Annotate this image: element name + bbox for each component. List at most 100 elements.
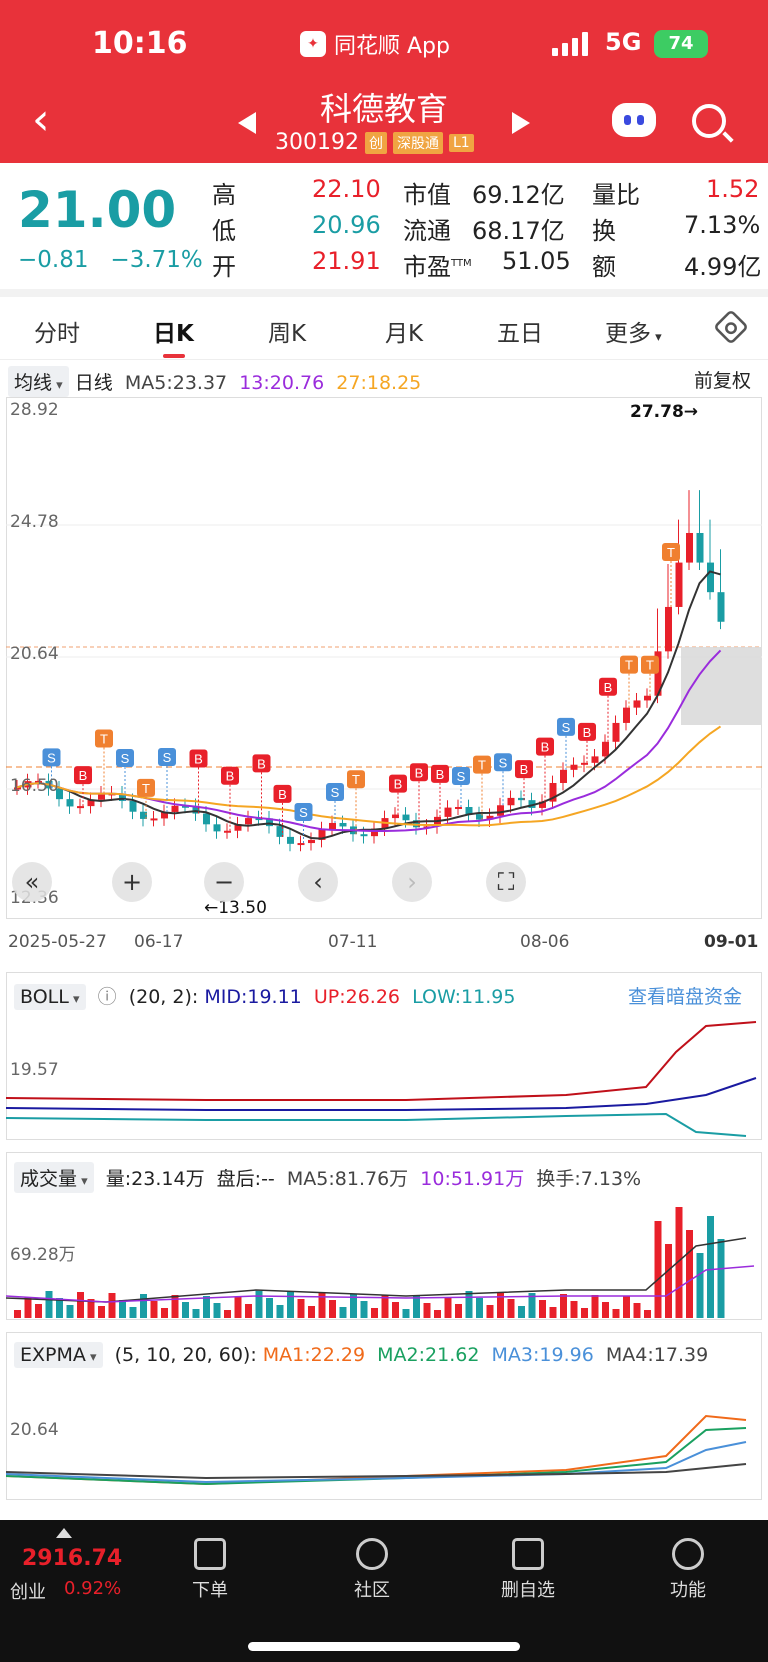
candle (140, 811, 147, 819)
candle (308, 839, 315, 844)
signal-icon (552, 30, 588, 56)
volume-bar (77, 1292, 84, 1318)
candle (192, 805, 200, 814)
signal-marker-label: T (142, 781, 150, 796)
low-label: 低 (212, 217, 236, 245)
volume-bar (14, 1310, 21, 1318)
change-pct: −3.71% (110, 247, 203, 273)
search-icon[interactable] (692, 104, 726, 138)
signal-marker (389, 774, 407, 793)
candle (549, 782, 557, 802)
settings-icon[interactable] (712, 308, 750, 346)
volume-dropdown[interactable]: 成交量 (14, 1162, 94, 1193)
index-pct: 0.92% (64, 1578, 122, 1599)
signal-marker (137, 778, 155, 797)
ma-dropdown[interactable]: 均线 (8, 366, 69, 397)
help-icon[interactable]: ⓘ (97, 986, 117, 1008)
signal-marker-label: S (562, 720, 571, 735)
signal-marker-label: B (257, 756, 266, 771)
rewind-icon[interactable]: « (12, 862, 52, 902)
assistant-robot-icon[interactable] (612, 103, 656, 137)
candle (444, 807, 452, 817)
index-value[interactable]: 2916.74 (22, 1546, 123, 1571)
float-value: 68.17亿 (472, 217, 565, 245)
next-stock-icon[interactable] (512, 112, 530, 134)
signal-marker (578, 722, 596, 741)
nav-functions[interactable]: 功能 (638, 1530, 738, 1602)
signal-marker-label: S (499, 755, 508, 770)
volume-bar (329, 1300, 336, 1318)
candle (476, 814, 483, 820)
prev-stock-icon[interactable] (238, 112, 256, 134)
boll-dropdown[interactable]: BOLL (14, 984, 86, 1010)
boll-low: LOW:11.95 (412, 986, 516, 1008)
volume-bar (633, 1303, 641, 1318)
nav-remove-watch[interactable]: 删自选 (478, 1530, 578, 1602)
volume-bar (45, 1291, 53, 1318)
signal-marker (431, 764, 449, 783)
open-value: 21.91 (312, 247, 381, 275)
home-indicator[interactable] (248, 1642, 520, 1651)
tab-intraday[interactable]: 分时 (34, 321, 80, 347)
volume-legend: 成交量 量:23.14万 盘后:-- MA5:81.76万 10:51.91万 … (14, 1162, 641, 1193)
main-legend: 均线 日线 MA5:23.37 13:20.76 27:18.25 (8, 366, 421, 397)
period-tabs: 分时 日K 周K 月K 五日 更多 ▾ (0, 298, 768, 360)
expand-icon[interactable] (56, 1528, 72, 1538)
tab-five-day[interactable]: 五日 (497, 321, 543, 347)
candle (497, 805, 504, 816)
signal-marker-label: B (194, 752, 203, 767)
scroll-right-icon[interactable]: › (392, 862, 432, 902)
tab-weekly-k[interactable]: 周K (268, 321, 307, 347)
volume-bar (339, 1307, 347, 1318)
app-indicator[interactable]: ✦ 同花顺 App (300, 28, 450, 60)
dark-pool-link[interactable]: 查看暗盘资金 (628, 986, 743, 1008)
date-label-1: 2025-05-27 (8, 932, 107, 952)
volume-bar (696, 1253, 704, 1318)
tab-daily-k[interactable]: 日K (153, 321, 194, 347)
nav-order[interactable]: 下单 (160, 1530, 260, 1602)
candle (182, 805, 189, 808)
period-label: 日线 (74, 372, 113, 394)
ma13-legend: 13:20.76 (239, 372, 325, 394)
volume-bar (665, 1244, 672, 1318)
candle (203, 813, 210, 825)
change-value: −0.81 (18, 247, 89, 273)
signal-marker (662, 542, 680, 561)
nav-community[interactable]: 社区 (322, 1530, 422, 1602)
pe-ttm: TTM (451, 258, 472, 269)
candle (455, 807, 462, 810)
signal-marker (189, 749, 208, 768)
candle (255, 818, 263, 821)
order-icon (194, 1538, 226, 1570)
scroll-left-icon[interactable]: ‹ (298, 862, 338, 902)
expma-panel (6, 1332, 762, 1500)
fullscreen-icon[interactable]: ⛶ (486, 862, 526, 902)
volume-bar (392, 1302, 399, 1318)
signal-marker (620, 655, 638, 674)
vr-label: 量比 (592, 181, 640, 209)
candle (602, 741, 609, 757)
tab-monthly-k[interactable]: 月K (385, 321, 424, 347)
adjust-mode[interactable]: 前复权 (694, 370, 752, 392)
zoom-out-icon[interactable]: − (204, 862, 244, 902)
volume-bar (381, 1295, 389, 1318)
signal-marker (410, 763, 428, 782)
candle (644, 695, 651, 701)
volume-bar (213, 1303, 221, 1318)
expma-params: (5, 10, 20, 60): (114, 1344, 257, 1366)
volume-bar (507, 1299, 515, 1318)
volume-bar (276, 1305, 284, 1318)
expma-dropdown[interactable]: EXPMA (14, 1342, 103, 1368)
candle (129, 800, 137, 812)
volume-bar (644, 1310, 651, 1318)
back-icon[interactable]: ‹ (32, 94, 50, 145)
volume-ma10: 10:51.91万 (420, 1168, 525, 1190)
volume-bar (287, 1292, 294, 1318)
tab-more[interactable]: 更多 ▾ (605, 321, 662, 347)
tag-chuang: 创 (364, 131, 387, 154)
remove-watch-icon (512, 1538, 544, 1570)
mcap-value: 69.12亿 (472, 181, 565, 209)
zoom-in-icon[interactable]: + (112, 862, 152, 902)
volume-ma5: MA5:81.76万 (286, 1168, 409, 1190)
